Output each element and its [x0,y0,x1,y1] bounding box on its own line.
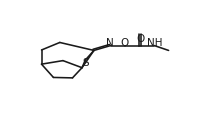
Text: O: O [120,38,128,48]
Text: S: S [82,58,89,68]
Text: O: O [135,33,144,43]
Text: NH: NH [146,38,161,48]
Text: N: N [105,38,113,48]
